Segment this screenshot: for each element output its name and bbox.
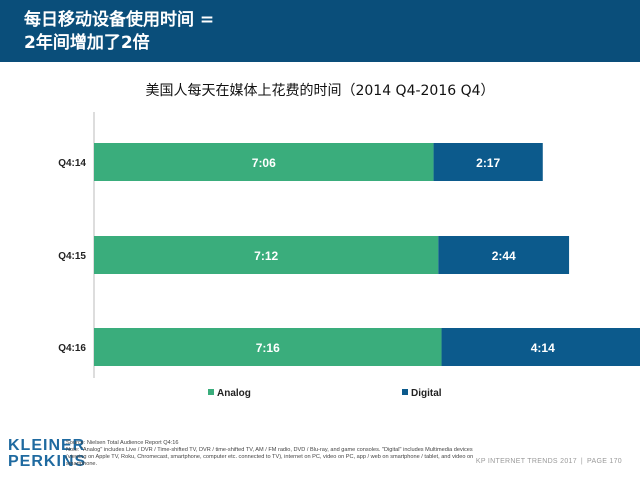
page-separator: | bbox=[580, 458, 584, 465]
analog-bar bbox=[94, 143, 434, 181]
legend-swatch-digital bbox=[402, 389, 408, 395]
digital-bar bbox=[438, 236, 570, 274]
analog-bar bbox=[94, 328, 442, 366]
slide-title-line-2: 2年间增加了2倍 bbox=[24, 33, 150, 53]
report-name: KP INTERNET TRENDS 2017 bbox=[475, 458, 577, 465]
analog-data-label: 7:16 bbox=[256, 341, 280, 355]
legend-swatch-analog bbox=[208, 389, 214, 395]
logo-line-2: PERKINS bbox=[8, 453, 87, 470]
analog-bar bbox=[94, 236, 439, 274]
digital-data-label: 2:17 bbox=[476, 156, 500, 170]
digital-data-label: 4:14 bbox=[531, 341, 555, 355]
legend-label-analog: Analog bbox=[217, 388, 251, 399]
kleiner-perkins-logo: KLEINER PERKINS bbox=[8, 438, 86, 470]
analog-data-label: 7:06 bbox=[252, 156, 276, 170]
slide-header: 每日移动设备使用时间 = 2年间增加了2倍 bbox=[0, 0, 640, 62]
analog-data-label: 7:12 bbox=[254, 249, 278, 263]
page-number: PAGE 170 bbox=[587, 458, 622, 465]
slide-title: 每日移动设备使用时间 = 2年间增加了2倍 bbox=[24, 9, 214, 55]
legend-label-digital: Digital bbox=[411, 388, 442, 399]
chart-title: 美国人每天在媒体上花费的时间（2014 Q4-2016 Q4） bbox=[145, 83, 495, 99]
category-label: Q4:16 bbox=[58, 343, 86, 354]
digital-bar bbox=[441, 328, 640, 366]
digital-data-label: 2:44 bbox=[492, 249, 516, 263]
digital-bar bbox=[433, 143, 543, 181]
footnote: Source: Nielsen Total Audience Report Q4… bbox=[66, 440, 476, 468]
category-label: Q4:14 bbox=[58, 158, 86, 169]
category-label: Q4:15 bbox=[58, 251, 86, 262]
logo-line-1: KLEINER bbox=[8, 437, 86, 454]
footnote-source: Source: Nielsen Total Audience Report Q4… bbox=[66, 440, 179, 446]
slide-title-line-1: 每日移动设备使用时间 = bbox=[24, 10, 215, 30]
page-info: KP INTERNET TRENDS 2017 | PAGE 170 bbox=[476, 458, 622, 465]
footnote-note: Note: "Analog" includes Live / DVR / Tim… bbox=[66, 447, 474, 467]
